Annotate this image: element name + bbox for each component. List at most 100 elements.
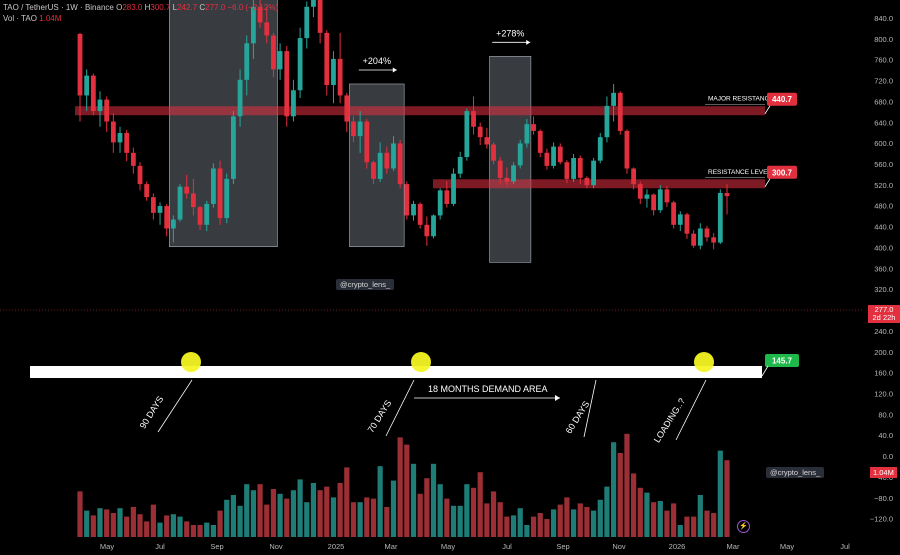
volume-bar bbox=[510, 515, 517, 537]
volume-bar bbox=[290, 490, 297, 537]
volume-bar bbox=[77, 491, 83, 537]
x-axis-tick-label: Jul bbox=[840, 542, 850, 551]
y-axis-tick-label: 440.0 bbox=[874, 223, 893, 232]
candle-countdown: 2d 22h bbox=[872, 313, 896, 322]
y-axis-tick-label: 560.0 bbox=[874, 160, 893, 169]
candle-body bbox=[351, 121, 356, 137]
lightning-icon[interactable]: ⚡ bbox=[737, 520, 750, 533]
volume-bar bbox=[304, 502, 310, 537]
duration-arrow bbox=[583, 379, 597, 438]
x-axis-tick-label: Mar bbox=[385, 542, 398, 551]
candle-body bbox=[557, 146, 563, 163]
candle-body bbox=[697, 228, 703, 246]
candle-body bbox=[331, 58, 336, 86]
candle-body bbox=[124, 133, 130, 153]
volume-bar bbox=[671, 503, 677, 537]
volume-bar bbox=[624, 433, 630, 537]
candle-body bbox=[677, 214, 683, 225]
close-value: 277.0 bbox=[205, 3, 226, 12]
volume-bar bbox=[130, 507, 136, 537]
volume-bar bbox=[457, 505, 463, 537]
candle-body bbox=[377, 152, 383, 179]
low-label: L bbox=[172, 3, 178, 12]
volume-bar bbox=[350, 502, 357, 537]
volume-bar bbox=[631, 473, 637, 537]
volume-bar bbox=[317, 490, 323, 537]
volume-bar bbox=[230, 495, 237, 537]
candle-body bbox=[197, 207, 203, 225]
y-axis-tick-label: 600.0 bbox=[874, 139, 893, 148]
x-axis-tick-label: Nov bbox=[612, 542, 626, 551]
support-touch-marker bbox=[694, 352, 714, 372]
y-axis-tick-label: 720.0 bbox=[874, 77, 893, 86]
y-axis-tick-label: −120.0 bbox=[870, 515, 893, 524]
y-axis-tick-label: 160.0 bbox=[874, 369, 893, 378]
high-value: 300.7 bbox=[150, 3, 171, 12]
duration-arrow bbox=[675, 379, 707, 441]
volume-bar bbox=[117, 508, 123, 537]
candle-body bbox=[671, 202, 677, 225]
last-price-tag: 277.0 2d 22h bbox=[868, 305, 900, 323]
candle-body bbox=[297, 38, 303, 91]
demand-area-arrow-head bbox=[555, 395, 560, 401]
symbol-label: TAO / TetherUS · 1W · Binance bbox=[3, 3, 114, 12]
candle-body bbox=[424, 224, 430, 237]
volume-bar bbox=[404, 444, 410, 537]
volume-bar bbox=[644, 492, 650, 537]
volume-bar bbox=[184, 521, 190, 537]
resistance-value-badge bbox=[767, 92, 797, 106]
candle-body bbox=[384, 152, 390, 169]
volume-bar bbox=[330, 497, 337, 537]
volume-bar bbox=[384, 507, 390, 537]
volume-bar bbox=[430, 463, 437, 537]
x-axis-tick-label: Sep bbox=[210, 542, 223, 551]
volume-bar bbox=[250, 490, 257, 537]
volume-bar bbox=[497, 502, 503, 537]
x-axis-tick-label: Jul bbox=[155, 542, 165, 551]
volume-bar bbox=[204, 522, 210, 537]
volume-bar bbox=[550, 509, 557, 537]
candle-body bbox=[371, 162, 376, 179]
volume-bar bbox=[444, 498, 450, 537]
x-axis-tick-label: Sep bbox=[556, 542, 569, 551]
volume-bar bbox=[570, 509, 577, 537]
volume-bar bbox=[677, 525, 683, 537]
candle-body bbox=[664, 189, 670, 203]
candle-body bbox=[464, 111, 470, 157]
candle-body bbox=[411, 203, 416, 216]
candle-body bbox=[717, 192, 723, 243]
volume-bar bbox=[470, 487, 477, 537]
resistance-pointer bbox=[764, 105, 771, 114]
volume-bar bbox=[377, 466, 383, 537]
volume-bar bbox=[390, 480, 397, 537]
candle-body bbox=[190, 193, 196, 208]
volume-bar bbox=[590, 510, 597, 537]
candle-body bbox=[157, 206, 163, 213]
candle-body bbox=[571, 158, 576, 179]
volume-value: 1.04M bbox=[39, 14, 62, 23]
y-axis-tick-label: 200.0 bbox=[874, 348, 893, 357]
volume-bar bbox=[164, 515, 170, 537]
candle-body bbox=[231, 116, 236, 179]
volume-bar bbox=[524, 525, 530, 537]
candle-body bbox=[604, 105, 610, 138]
candle-body bbox=[90, 75, 96, 112]
volume-bar bbox=[564, 497, 570, 537]
resistance-value: 440.7 bbox=[772, 95, 793, 104]
volume-bar bbox=[464, 484, 470, 537]
demand-area-band bbox=[30, 366, 762, 378]
candle-body bbox=[724, 192, 730, 197]
x-axis-tick-label: 2026 bbox=[669, 542, 686, 551]
candle-body bbox=[511, 165, 516, 182]
rally-arrow-head bbox=[392, 67, 397, 73]
volume-bar bbox=[337, 483, 343, 537]
close-label: C bbox=[199, 3, 206, 12]
y-axis-tick-label: 480.0 bbox=[874, 202, 893, 211]
candle-body bbox=[611, 92, 616, 106]
candle-body bbox=[130, 152, 136, 166]
y-axis-tick-label: 320.0 bbox=[874, 285, 893, 294]
candle-body bbox=[104, 99, 110, 122]
volume-bar bbox=[717, 450, 723, 537]
